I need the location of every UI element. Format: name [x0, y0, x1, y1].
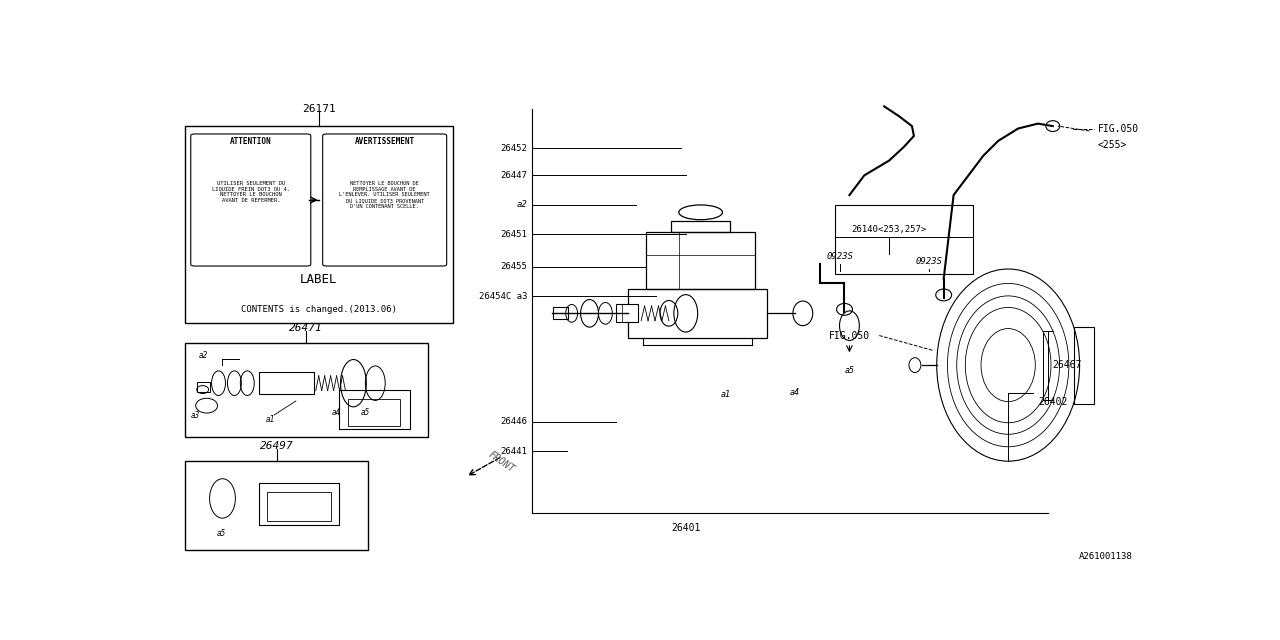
Bar	[617, 305, 639, 322]
Text: FRONT: FRONT	[486, 449, 517, 474]
Bar	[197, 382, 210, 392]
Text: 26471: 26471	[289, 323, 323, 333]
Text: 26467: 26467	[1053, 360, 1082, 370]
Bar	[259, 372, 314, 394]
Bar	[184, 461, 369, 550]
Text: UTILISER SEULEMENT DU
LIQUIDE FREIN DOT3 OU 4.
NETTOYER LE BOUCHON
AVANT DE REFE: UTILISER SEULEMENT DU LIQUIDE FREIN DOT3…	[211, 180, 289, 203]
Text: FIG.050: FIG.050	[1097, 124, 1139, 134]
Text: a4: a4	[790, 388, 800, 397]
Text: 26401: 26401	[671, 523, 700, 532]
Text: a2: a2	[198, 351, 207, 360]
Text: a5: a5	[845, 365, 855, 374]
Bar	[835, 205, 974, 274]
Text: NETTOYER LE BOUCHON DE
REMPLISSAGE AVANT DE
L'ENLEVER. UTILISER SEULEMENT
DU LIQ: NETTOYER LE BOUCHON DE REMPLISSAGE AVANT…	[339, 180, 430, 209]
Bar	[184, 126, 453, 323]
Text: 26446: 26446	[500, 417, 527, 426]
Text: <255>: <255>	[1097, 140, 1126, 150]
Bar	[1074, 326, 1093, 404]
Bar	[184, 343, 428, 436]
Bar	[646, 232, 755, 289]
Text: 26441: 26441	[500, 447, 527, 456]
Text: a5: a5	[216, 529, 225, 538]
Text: 26497: 26497	[260, 442, 293, 451]
Text: 0923S: 0923S	[915, 257, 942, 266]
Text: 26452: 26452	[500, 144, 527, 153]
Bar	[338, 390, 410, 429]
Text: 26451: 26451	[500, 230, 527, 239]
Bar	[259, 483, 338, 525]
Text: a4: a4	[332, 408, 340, 417]
Text: 26447: 26447	[500, 171, 527, 180]
Text: LABEL: LABEL	[300, 273, 338, 286]
Text: a3: a3	[191, 412, 200, 420]
Bar	[628, 289, 767, 338]
Text: A261001138: A261001138	[1079, 552, 1132, 561]
Text: FIG.050: FIG.050	[829, 330, 870, 340]
Text: 26455: 26455	[500, 262, 527, 271]
Bar	[553, 307, 568, 319]
Text: AVERTISSEMENT: AVERTISSEMENT	[355, 138, 415, 147]
Bar	[268, 492, 330, 520]
Text: 26140<253,257>: 26140<253,257>	[851, 225, 927, 234]
Bar	[348, 399, 401, 426]
Text: a5: a5	[361, 408, 370, 417]
Text: CONTENTS is changed.(2013.06): CONTENTS is changed.(2013.06)	[241, 305, 397, 314]
Text: 0923S: 0923S	[826, 252, 852, 261]
Text: 26454C a3: 26454C a3	[479, 292, 527, 301]
Text: 26402: 26402	[1038, 397, 1068, 407]
Text: a1: a1	[266, 415, 275, 424]
Bar	[1043, 331, 1048, 399]
Text: a1: a1	[721, 390, 731, 399]
Text: ATTENTION: ATTENTION	[230, 138, 271, 147]
Bar	[671, 221, 731, 232]
Text: 26171: 26171	[302, 104, 335, 114]
Text: a2: a2	[516, 200, 527, 209]
